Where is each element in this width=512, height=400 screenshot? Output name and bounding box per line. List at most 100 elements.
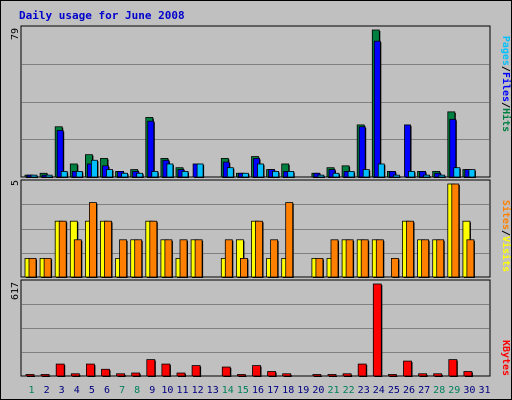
bar-files-day-25 (388, 171, 396, 178)
bar-kbytes-day-28 (433, 373, 443, 377)
bar-kbytes-day-18 (282, 373, 292, 377)
bar-sites-day-18 (285, 202, 294, 278)
bar-pages-day-22 (347, 171, 355, 178)
bar-sites-day-7 (119, 239, 127, 278)
y-max-label-hits: 79 (10, 28, 21, 40)
bar-kbytes-day-5 (86, 363, 95, 377)
bar-sites-day-12 (194, 239, 203, 278)
bar-pages-day-14 (226, 167, 234, 178)
chart-title: Daily usage for June 2008 (19, 9, 185, 22)
x-label-day-21: 21 (327, 385, 339, 396)
x-label-day-4: 4 (74, 385, 80, 396)
bar-kbytes-day-20 (312, 374, 322, 377)
x-label-day-8: 8 (134, 385, 140, 396)
y-max-labels: 79 5 617 (10, 28, 21, 300)
legend-entry-visits: Visits (500, 236, 512, 272)
bar-kbytes-day-25 (387, 374, 397, 377)
bar-pages-day-17 (272, 171, 280, 178)
bar-kbytes-day-16 (252, 365, 261, 377)
bar-sites-day-9 (149, 220, 158, 278)
legend-hits-files-pages: Pages/Files/Hits (500, 36, 512, 132)
legend-entry-files: Files (500, 72, 512, 102)
bar-files-day-24 (373, 40, 381, 178)
bar-sites-day-15 (239, 257, 248, 278)
bar-kbytes-day-29 (448, 359, 458, 377)
y-max-label-kbytes: 617 (10, 282, 21, 300)
bar-pages-day-5 (91, 159, 98, 178)
x-label-day-22: 22 (343, 385, 355, 396)
bar-sites-day-6 (104, 220, 112, 278)
bar-sites-day-5 (89, 202, 97, 278)
bar-pages-day-24 (377, 163, 385, 178)
bar-pages-day-2 (45, 174, 53, 178)
bar-sites-day-25 (390, 257, 399, 278)
x-label-day-7: 7 (119, 385, 125, 396)
bar-pages-day-10 (166, 163, 174, 178)
bar-sites-day-10 (164, 239, 173, 278)
legend-visits-sites: Sites/Visits (500, 200, 512, 272)
bar-kbytes-day-12 (191, 365, 201, 377)
legend-kbytes: KBytes (500, 340, 511, 376)
x-label-day-2: 2 (44, 385, 50, 396)
bar-pages-day-28 (438, 174, 446, 178)
bar-sites-day-17 (270, 239, 279, 278)
bar-pages-day-18 (287, 171, 295, 178)
bar-kbytes-day-6 (101, 368, 110, 377)
bar-sites-day-11 (179, 239, 188, 278)
panel-frame-0 (20, 25, 491, 178)
legend-separator: / (500, 66, 511, 72)
bar-sites-day-28 (436, 239, 445, 278)
x-label-day-12: 12 (192, 385, 204, 396)
bar-kbytes-day-14 (221, 366, 231, 377)
x-label-day-18: 18 (282, 385, 294, 396)
bar-kbytes-day-8 (131, 372, 141, 377)
x-label-day-25: 25 (388, 385, 400, 396)
bar-pages-day-25 (392, 174, 400, 178)
bar-kbytes-day-9 (146, 359, 156, 377)
x-label-day-30: 30 (463, 385, 475, 396)
bar-sites-day-24 (375, 239, 384, 278)
x-label-day-16: 16 (252, 385, 264, 396)
bar-pages-day-12 (196, 163, 204, 178)
x-label-day-24: 24 (373, 385, 385, 396)
bar-kbytes-day-15 (236, 374, 246, 377)
bar-kbytes-day-3 (55, 363, 65, 377)
legend-separator: / (500, 102, 511, 108)
bar-kbytes-day-23 (357, 363, 367, 377)
bar-pages-day-3 (60, 171, 68, 178)
bar-kbytes-day-30 (463, 371, 473, 377)
bar-pages-day-29 (453, 167, 461, 178)
bar-sites-day-21 (330, 239, 339, 278)
x-label-day-10: 10 (161, 385, 173, 396)
x-label-day-14: 14 (222, 385, 234, 396)
panel-frames (20, 25, 491, 377)
bar-pages-day-9 (151, 171, 159, 178)
bar-pages-day-7 (121, 172, 128, 178)
bar-sites-day-3 (58, 220, 67, 278)
bar-sites-day-29 (451, 183, 460, 278)
x-label-day-29: 29 (448, 385, 460, 396)
bar-pages-day-26 (408, 171, 415, 178)
legend-entry-sites: Sites (500, 200, 512, 230)
x-label-day-28: 28 (433, 385, 445, 396)
x-axis-day-labels: 1 2 3 4 5 6 7 8 9 10 11 12 13 14 15 16 17 18 19 20 21 22 23 24 2… (28, 385, 490, 396)
bar-sites-day-22 (345, 239, 354, 278)
bar-kbytes-day-26 (403, 360, 412, 377)
bar-pages-day-4 (75, 171, 83, 178)
x-label-day-5: 5 (89, 385, 95, 396)
legend-separator: / (500, 230, 511, 236)
bar-sites-day-14 (224, 239, 233, 278)
x-label-day-20: 20 (312, 385, 324, 396)
bar-pages-day-20 (317, 174, 325, 178)
legend-entry-kbytes: KBytes (500, 340, 511, 376)
bar-files-day-27 (419, 171, 427, 178)
bar-sites-day-23 (360, 239, 369, 278)
bar-sites-day-26 (406, 220, 414, 278)
x-label-day-6: 6 (104, 385, 110, 396)
y-max-label-visits: 5 (10, 180, 21, 186)
bar-kbytes-day-24 (372, 283, 382, 377)
x-label-day-19: 19 (297, 385, 309, 396)
chart-bars (24, 29, 476, 377)
bar-kbytes-day-4 (70, 373, 80, 377)
